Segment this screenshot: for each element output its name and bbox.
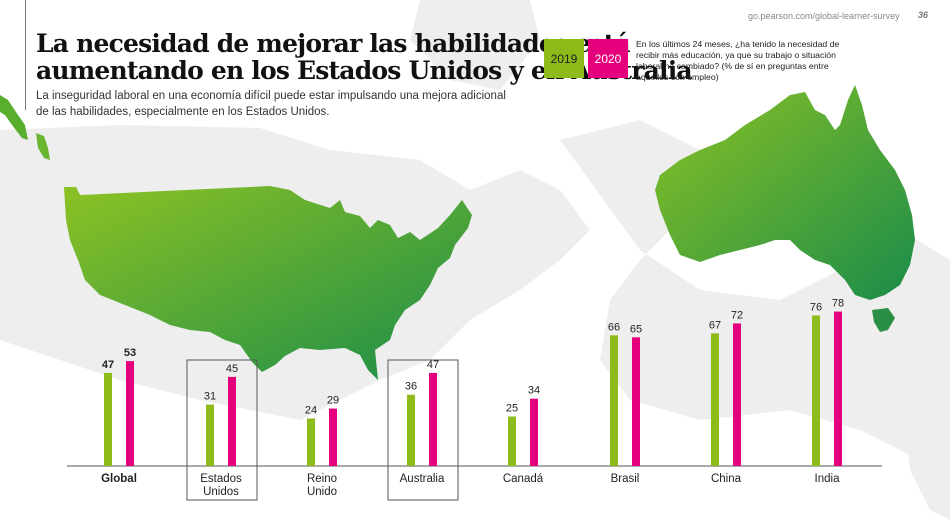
land-asia-grey (560, 120, 950, 470)
bar-2020-4 (530, 398, 538, 466)
category-label-1: Estados (200, 473, 242, 485)
bar-2019-0 (104, 372, 112, 466)
data-label-2019-3: 36 (405, 381, 417, 393)
land-nz-grey (900, 370, 950, 520)
data-label-2019-0: 47 (102, 359, 114, 371)
page-subtitle: La inseguridad laboral en una economía d… (36, 88, 506, 120)
bar-2020-2 (329, 408, 337, 466)
data-label-2020-3: 47 (427, 359, 439, 371)
map-australia (655, 85, 915, 300)
category-label-2: Unido (307, 486, 337, 498)
bar-2019-7 (812, 315, 820, 466)
subtitle-line-1: La inseguridad laboral en una economía d… (36, 90, 506, 102)
subtitle-line-2: de las habilidades, especialmente en los… (36, 106, 330, 118)
highlight-box (387, 359, 459, 501)
data-label-2020-2: 29 (327, 395, 339, 407)
legend-2020: 2020 (588, 39, 628, 78)
legend-2020-label: 2020 (594, 51, 622, 66)
bar-2020-7 (834, 311, 842, 466)
margin-rule (25, 0, 26, 110)
data-label-2020-0: 53 (124, 347, 136, 359)
bar-2019-2 (307, 418, 315, 466)
data-label-2019-4: 25 (506, 403, 518, 415)
data-label-2020-7: 78 (832, 298, 844, 310)
category-label-0: Global (101, 473, 137, 485)
bar-2020-5 (632, 337, 640, 466)
legend-2019-label: 2019 (550, 51, 578, 66)
land-greenland-grey (410, 0, 540, 90)
data-label-2019-7: 76 (810, 302, 822, 314)
category-label-1: Unidos (203, 486, 239, 498)
data-label-2019-2: 24 (305, 404, 317, 416)
category-label-2: Reino (307, 473, 337, 485)
bar-2020-0 (126, 361, 134, 466)
data-label-2020-1: 45 (226, 363, 238, 375)
page-number: 36 (918, 10, 929, 20)
map-island (36, 133, 50, 160)
data-label-2019-1: 31 (204, 391, 216, 403)
map-united-states (64, 186, 472, 380)
survey-question: En los últimos 24 meses, ¿ha tenido la n… (636, 39, 840, 82)
category-label-4: Canadá (503, 473, 544, 485)
map-tasmania (872, 308, 895, 332)
highlight-box (186, 359, 258, 501)
data-label-2020-5: 65 (630, 323, 642, 335)
bar-2019-1 (206, 404, 214, 466)
legend-2019: 2019 (544, 39, 584, 78)
bar-2019-6 (711, 333, 719, 466)
data-label-2020-4: 34 (528, 385, 540, 397)
map-canada-coast (0, 95, 28, 140)
bar-2019-5 (610, 335, 618, 466)
data-label-2019-6: 67 (709, 319, 721, 331)
bar-2019-4 (508, 416, 516, 466)
title-line-1: La necesidad de mejorar las habilidades … (36, 29, 631, 58)
data-label-2020-6: 72 (731, 309, 743, 321)
bar-2019-3 (407, 394, 415, 466)
source-link[interactable]: go.pearson.com/global-learner-survey (748, 11, 900, 21)
category-label-5: Brasil (611, 473, 640, 485)
bar-2020-3 (429, 372, 437, 466)
bar-2020-1 (228, 376, 236, 466)
category-label-7: India (815, 473, 841, 485)
bar-2020-6 (733, 323, 741, 466)
data-label-2019-5: 66 (608, 321, 620, 333)
category-label-6: China (711, 473, 742, 485)
category-label-3: Australia (400, 473, 445, 485)
